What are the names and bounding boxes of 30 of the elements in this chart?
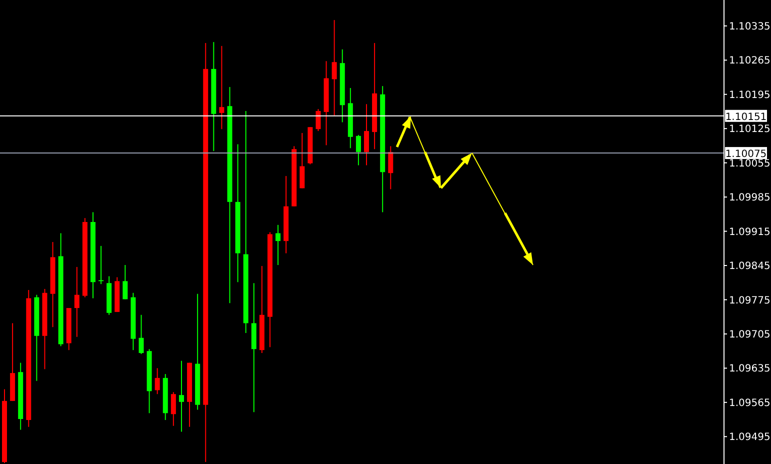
y-tick-label: 1.09495 [729, 432, 770, 444]
candlestick [178, 360, 184, 432]
y-tick-label: 1.10195 [729, 90, 770, 101]
y-tick-label: 1.10125 [729, 124, 770, 136]
y-tick-label: 1.09985 [729, 192, 770, 204]
candlestick [332, 20, 337, 116]
y-tick-label: 1.09565 [729, 398, 770, 409]
y-tick-label: 1.09775 [729, 295, 770, 306]
ref-line-label: 1.10151 [725, 112, 767, 123]
y-tick-label: 1.09705 [729, 329, 770, 340]
candlestick [364, 104, 369, 166]
y-tick-label: 1.10055 [729, 158, 770, 170]
y-tick-label: 1.09915 [729, 226, 770, 238]
candlestick [300, 132, 305, 189]
candlestick [276, 224, 281, 266]
y-tick-label: 1.09635 [729, 364, 770, 375]
y-tick-label: 1.09845 [729, 261, 770, 272]
candlestick [138, 314, 144, 354]
candlestick [154, 368, 160, 395]
candlestick [388, 146, 394, 190]
candlestick [98, 245, 104, 285]
y-tick-label: 1.10335 [729, 21, 770, 32]
y-tick-label: 1.10265 [729, 56, 770, 67]
candlestick [316, 108, 321, 132]
candlestick [356, 134, 361, 166]
candlestick [122, 264, 128, 300]
candlestick [170, 392, 176, 426]
candlestick [74, 266, 80, 338]
candlestick [219, 45, 224, 130]
ref-line-label: 1.10075 [725, 149, 767, 160]
